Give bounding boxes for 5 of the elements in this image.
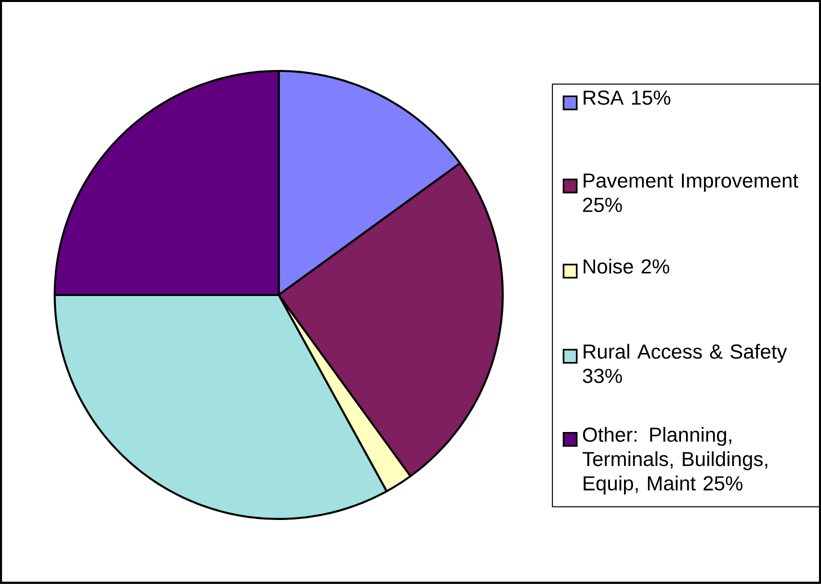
legend-label: Pavement Improvement 25% xyxy=(583,174,798,212)
legend-label: RSA 15% xyxy=(584,90,670,105)
legend-label: Rural Access & Safety 33% xyxy=(582,344,788,384)
legend-label: Other: Planning, Terminals, Buildings, Equip, Maint 25% xyxy=(582,427,768,495)
legend-label: Noise 2% xyxy=(584,258,670,274)
